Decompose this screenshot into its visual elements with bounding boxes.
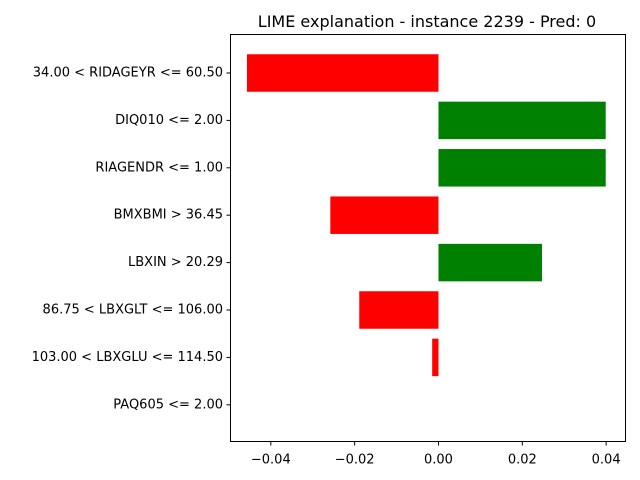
chart-title: LIME explanation - instance 2239 - Pred:… [258, 12, 596, 31]
bar-1 [438, 101, 606, 140]
bar-6 [432, 338, 439, 377]
y-tick-label-7: PAQ605 <= 2.00 [113, 397, 223, 412]
x-tick-label-1: −0.02 [335, 453, 375, 468]
y-tick-label-1: DIQ010 <= 2.00 [115, 113, 223, 128]
x-tick-label-4: 0.04 [592, 453, 621, 468]
bar-3 [330, 196, 439, 234]
bar-5 [359, 291, 439, 329]
y-tick-label-6: 103.00 < LBXGLU <= 114.50 [32, 350, 223, 365]
y-tick-label-4: LBXIN > 20.29 [128, 255, 223, 270]
plot-frame [230, 34, 626, 442]
bar-0 [246, 54, 439, 92]
bar-2 [438, 149, 606, 187]
x-tick-label-2: 0.00 [424, 453, 453, 468]
y-axis: 34.00 < RIDAGEYR <= 60.50 DIQ010 <= 2.00 R… [32, 66, 231, 412]
x-axis: −0.04 −0.02 0.00 0.02 0.04 [251, 441, 621, 468]
x-tick-label-0: −0.04 [251, 453, 291, 468]
bars-layer [246, 54, 606, 377]
bar-4 [438, 243, 543, 282]
y-tick-label-5: 86.75 < LBXGLT <= 106.00 [43, 303, 223, 318]
y-tick-label-0: 34.00 < RIDAGEYR <= 60.50 [33, 66, 223, 81]
y-tick-label-2: RIAGENDR <= 1.00 [95, 160, 223, 175]
y-tick-label-3: BMXBMI > 36.45 [114, 208, 223, 223]
x-tick-label-3: 0.02 [508, 453, 537, 468]
